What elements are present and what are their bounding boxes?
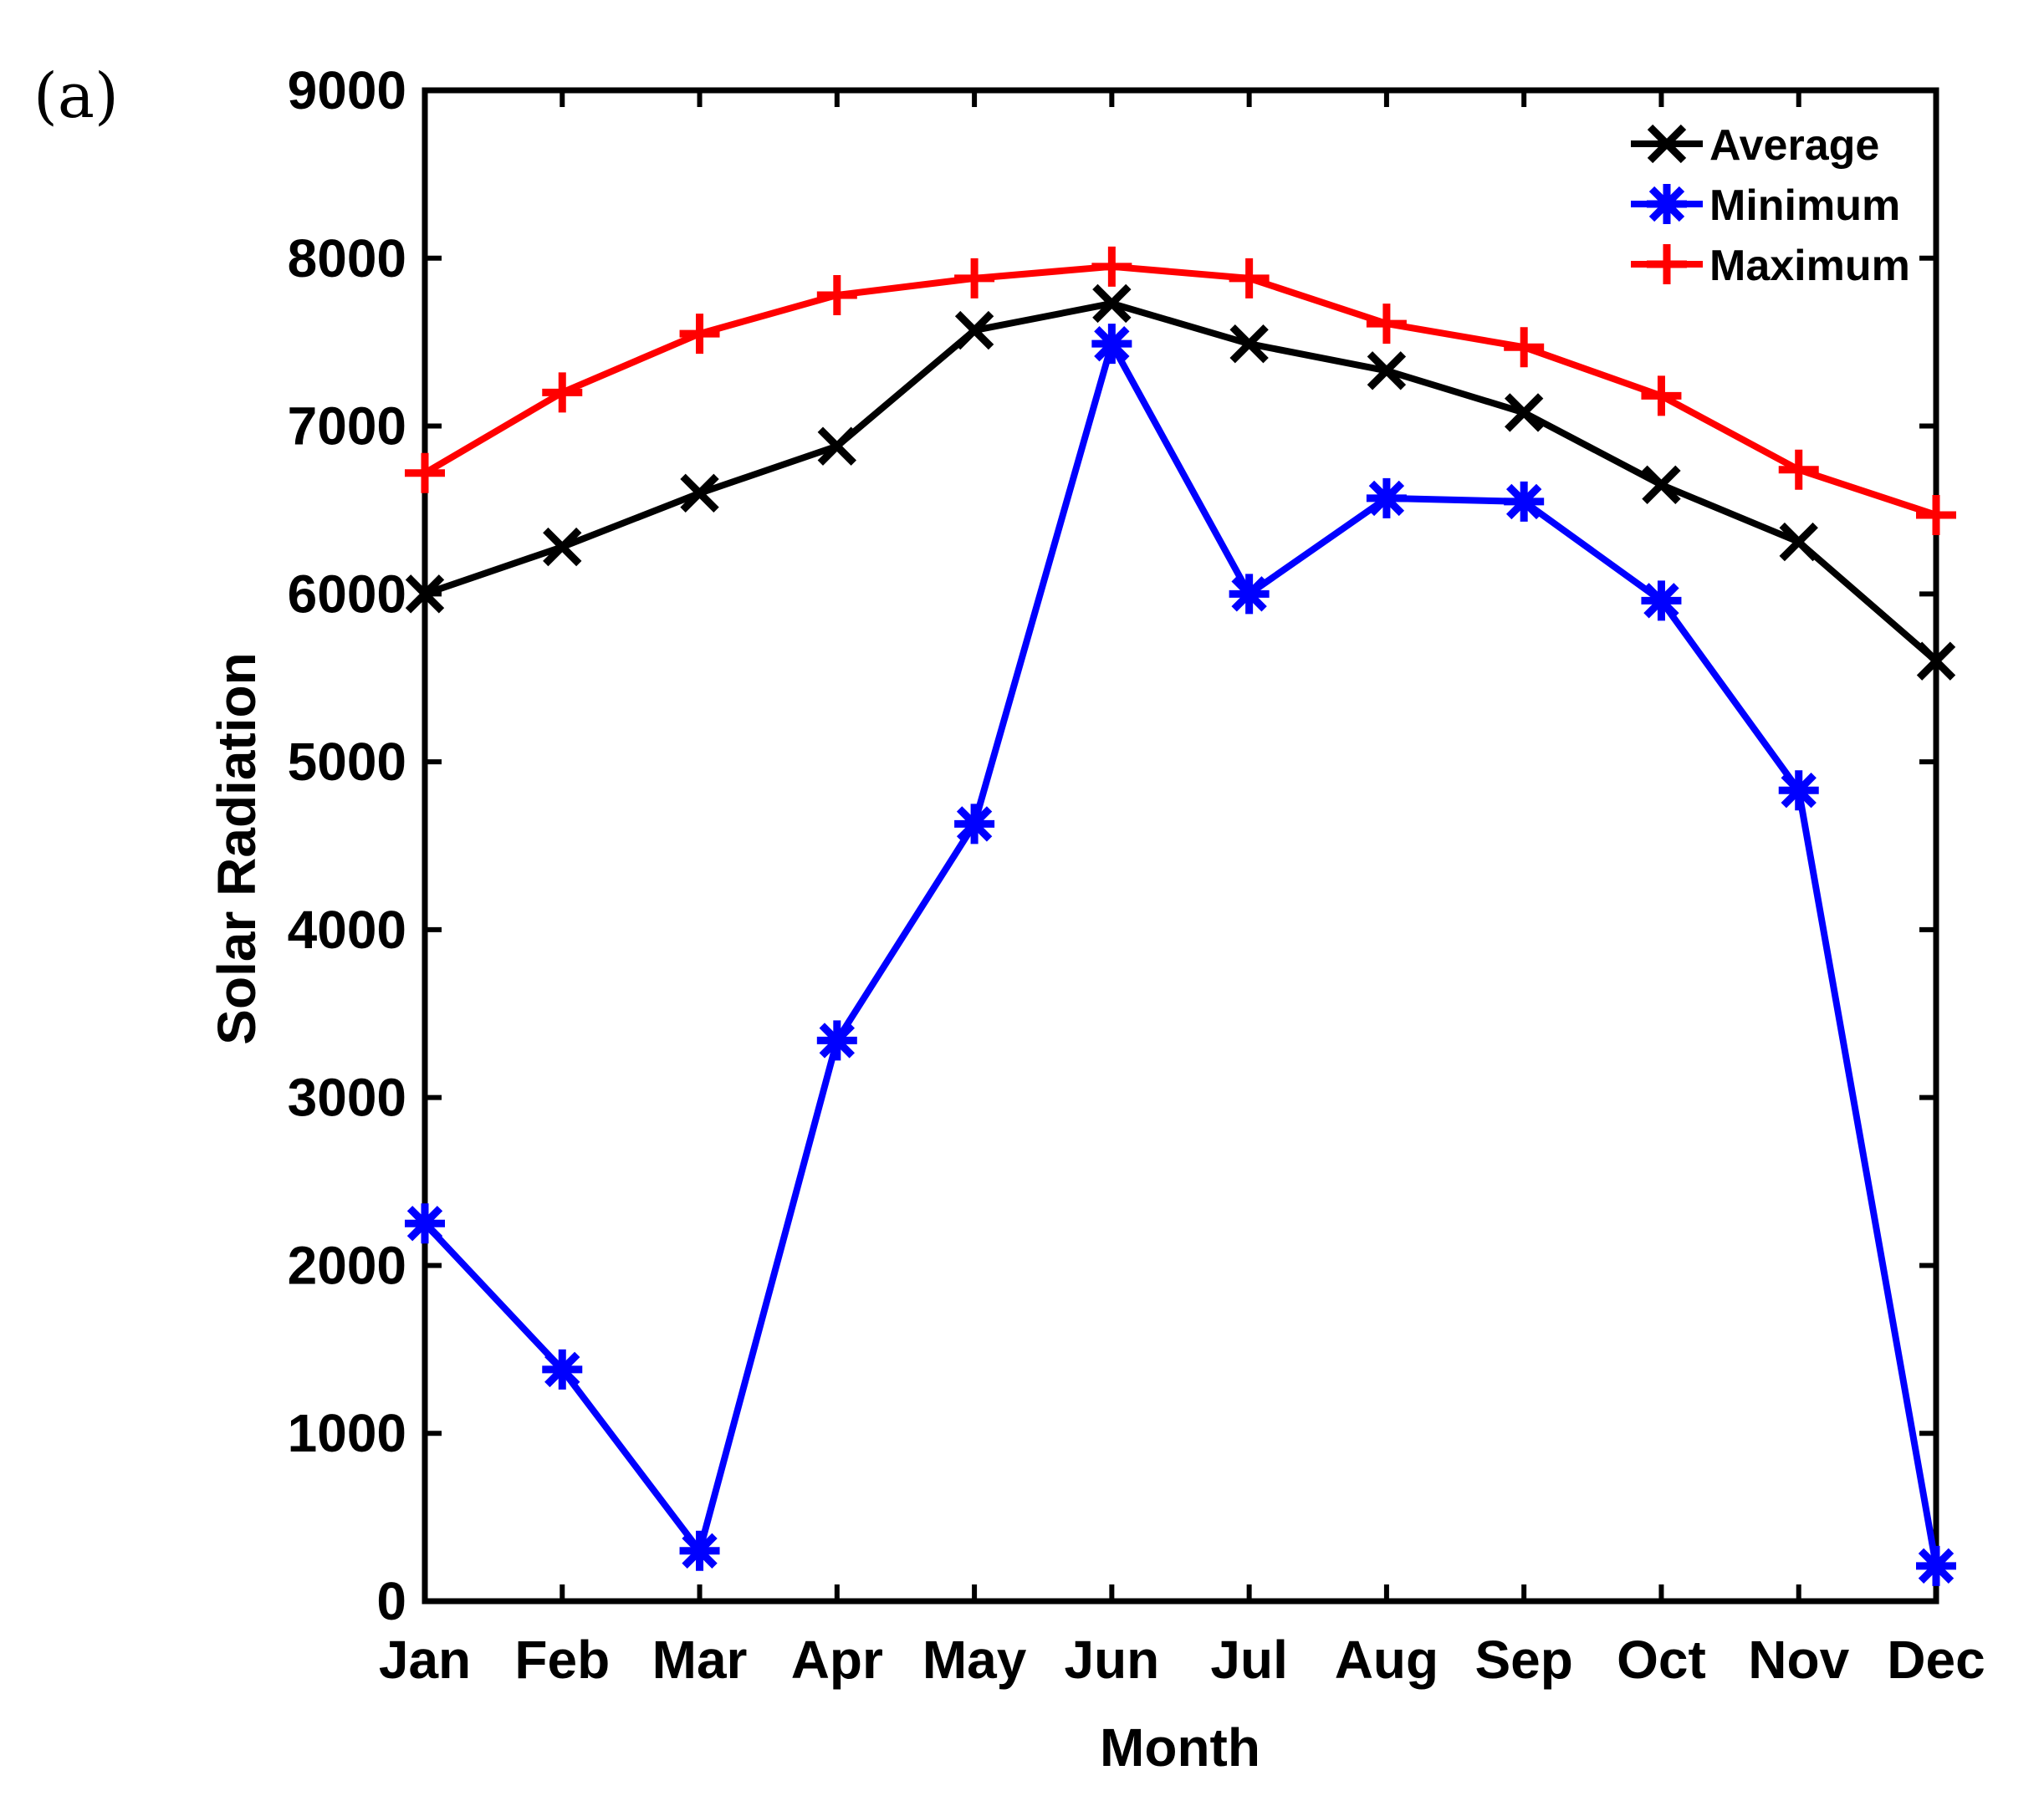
x-tick-label: Jan [379, 1630, 471, 1690]
x-tick-label: Jul [1210, 1630, 1287, 1690]
data-point-average [1916, 641, 1956, 681]
data-point-minimum [1916, 1545, 1956, 1586]
data-point-average [1504, 393, 1544, 432]
data-point-maximum [1504, 327, 1545, 368]
data-point-average [405, 574, 445, 614]
y-tick-label: 3000 [288, 1068, 406, 1128]
data-point-maximum [542, 372, 583, 413]
x-axis-title: Month [1100, 1717, 1260, 1778]
data-point-average [1092, 283, 1132, 324]
data-point-maximum [1778, 449, 1819, 490]
data-point-maximum [1916, 494, 1956, 535]
data-point-minimum [954, 804, 995, 844]
data-point-maximum [1229, 258, 1270, 298]
series-minimum [405, 324, 1956, 1586]
series-layer [405, 246, 1956, 1586]
data-point-minimum [1091, 324, 1132, 365]
data-point-average [1367, 351, 1407, 390]
legend-label-average: Average [1709, 121, 1879, 170]
y-tick-label: 7000 [288, 396, 406, 457]
legend-item-minimum: Minimum [1631, 181, 1900, 230]
y-axis-title: Solar Radiation [207, 652, 267, 1044]
data-point-minimum [542, 1349, 583, 1390]
series-line-minimum [422, 340, 1939, 1567]
plot-frame [422, 87, 1939, 1605]
data-point-minimum [1641, 580, 1682, 621]
x-tick-label: Mar [652, 1630, 748, 1690]
data-point-maximum [1641, 375, 1682, 416]
data-point-average [543, 527, 582, 567]
legend-label-minimum: Minimum [1709, 181, 1900, 230]
data-point-maximum [405, 452, 445, 493]
data-point-minimum [1504, 481, 1545, 522]
y-tick-label: 9000 [288, 60, 406, 120]
data-point-maximum [1366, 304, 1407, 344]
x-tick-label: Nov [1748, 1630, 1849, 1690]
data-point-maximum [954, 258, 995, 298]
y-tick-label: 5000 [288, 732, 406, 792]
legend-item-maximum: Maximum [1631, 242, 1910, 290]
y-tick-label: 0 [376, 1571, 406, 1631]
y-tick-label: 8000 [288, 228, 406, 288]
y-tick-label: 6000 [288, 564, 406, 624]
data-point-maximum [679, 314, 720, 355]
legend-marker-minimum [1647, 184, 1687, 224]
data-point-minimum [1366, 477, 1407, 518]
x-axis: Jan Feb Mar Apr May Jun Jul Aug Sep Oct Nov Dec [379, 90, 1985, 1690]
data-point-average [1779, 522, 1818, 562]
y-tick-label: 4000 [288, 900, 406, 960]
plot-area [422, 87, 1939, 1605]
legend-marker-maximum [1647, 244, 1687, 284]
x-tick-label: Jun [1064, 1630, 1159, 1690]
x-tick-label: Sep [1474, 1630, 1572, 1690]
x-tick-label: May [922, 1630, 1027, 1690]
data-point-average [1642, 465, 1681, 505]
series-average [405, 283, 1956, 681]
legend-marker-average [1647, 124, 1687, 164]
series-maximum [405, 246, 1956, 535]
data-point-average [680, 473, 719, 513]
data-point-minimum [816, 1020, 857, 1061]
x-tick-label: Aug [1335, 1630, 1438, 1690]
data-point-maximum [816, 274, 857, 315]
data-point-minimum [1229, 574, 1270, 615]
y-tick-label: 1000 [288, 1403, 406, 1463]
series-line-average [423, 299, 1939, 664]
series-line-maximum [422, 263, 1938, 518]
x-tick-label: Apr [791, 1630, 883, 1690]
legend-label-maximum: Maximum [1709, 242, 1910, 290]
data-point-maximum [1091, 246, 1132, 287]
legend: Average Minimum Maximum [1631, 121, 1910, 290]
data-point-average [954, 310, 994, 350]
x-tick-label: Oct [1617, 1630, 1706, 1690]
panel-label: (a) [33, 60, 119, 132]
data-point-average [1229, 324, 1269, 364]
data-point-minimum [1778, 770, 1819, 811]
y-axis: 0 1000 2000 3000 4000 5000 6000 7000 8000 9000 [288, 60, 1936, 1631]
x-tick-label: Feb [514, 1630, 610, 1690]
legend-item-average: Average [1631, 121, 1879, 170]
x-tick-label: Dec [1887, 1630, 1985, 1690]
data-point-minimum [679, 1530, 720, 1571]
y-tick-label: 2000 [288, 1235, 406, 1295]
data-point-average [817, 426, 857, 466]
data-point-minimum [405, 1203, 445, 1244]
